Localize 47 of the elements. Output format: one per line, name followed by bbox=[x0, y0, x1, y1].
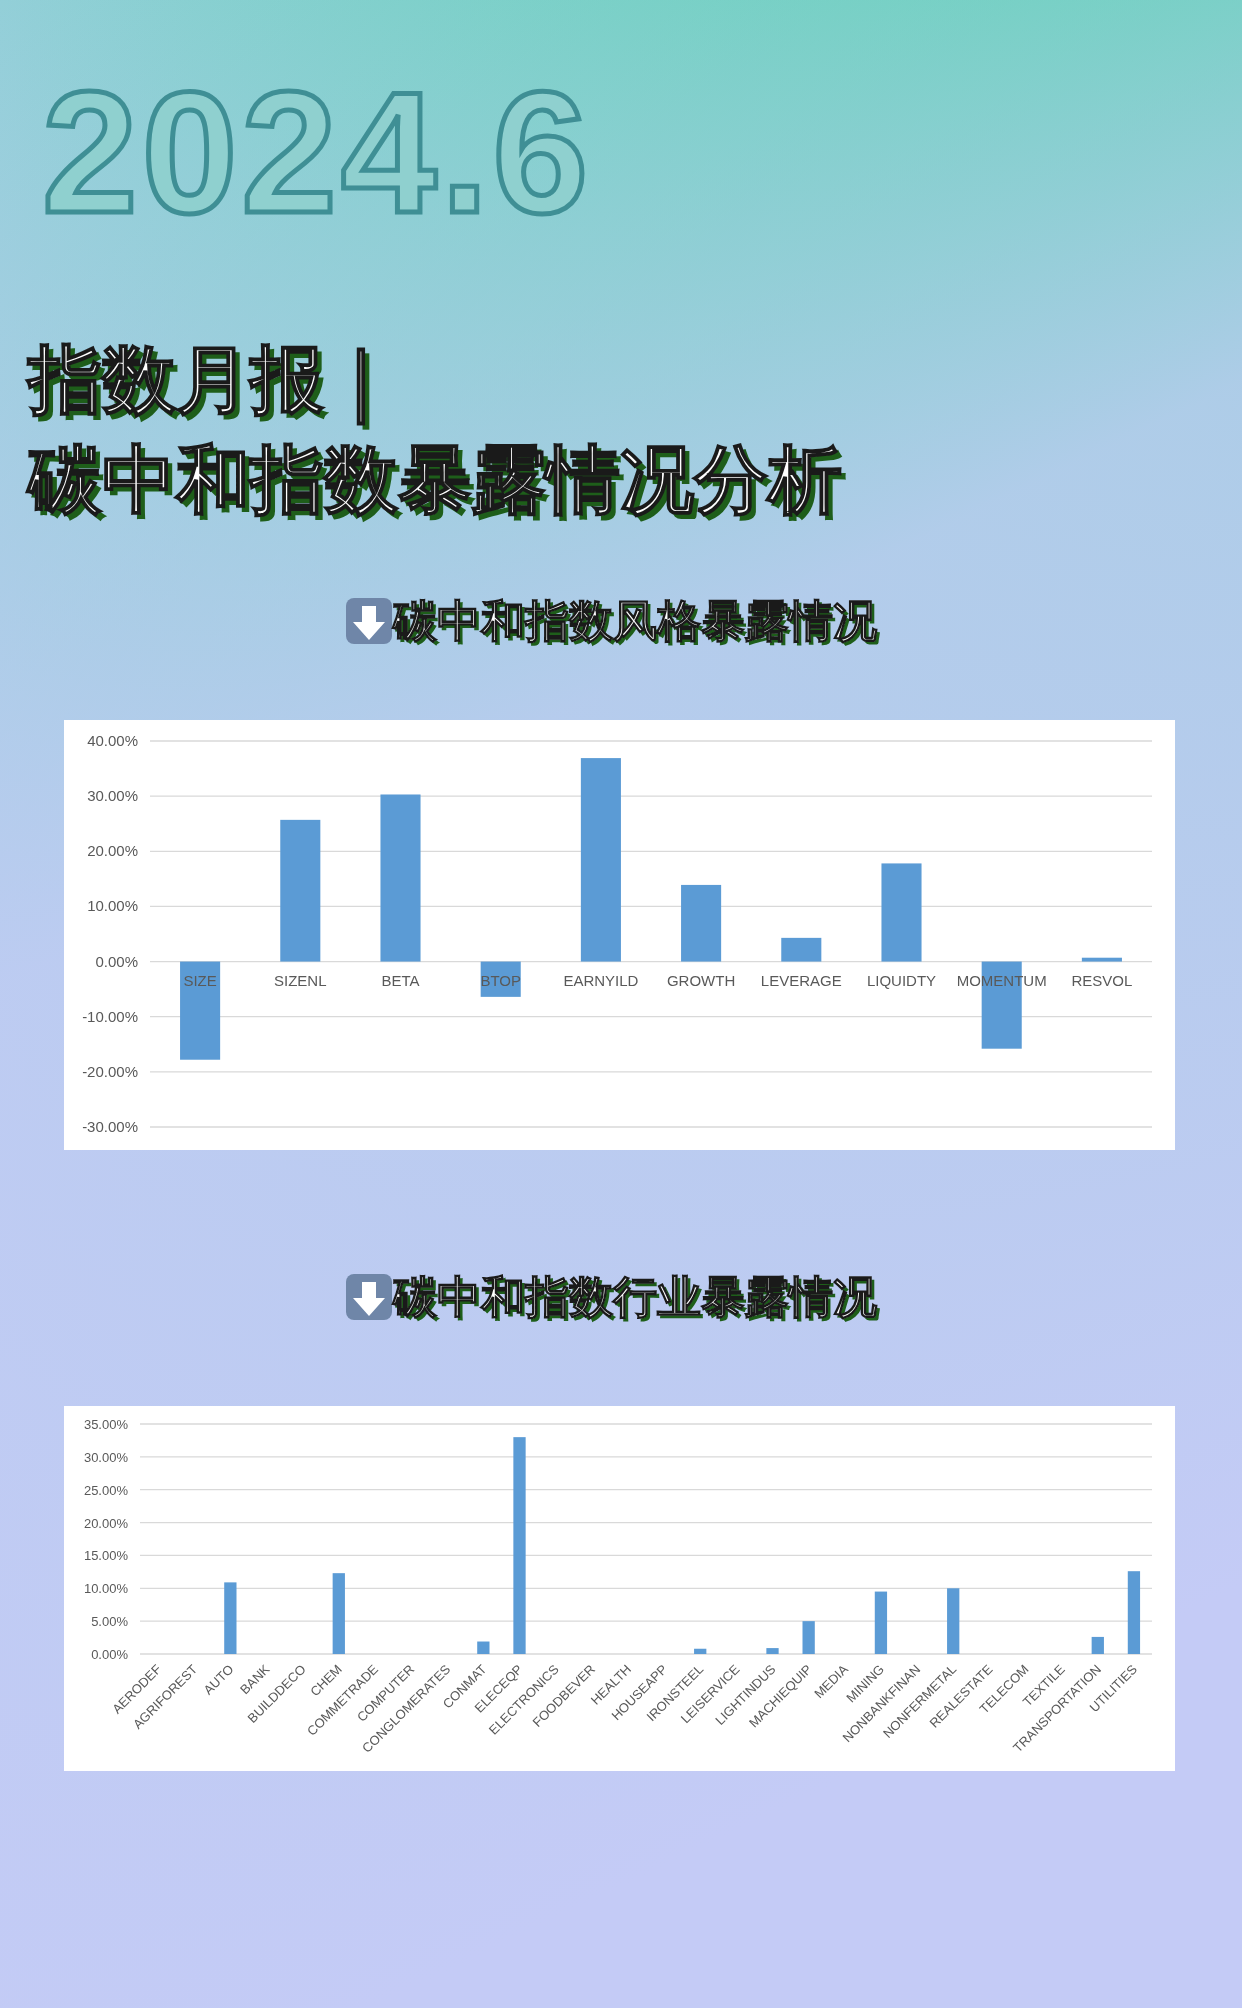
bar bbox=[380, 794, 421, 962]
bar bbox=[1127, 1571, 1141, 1654]
x-tick-label: LEVERAGE bbox=[760, 971, 842, 989]
y-tick-label: 40.00% bbox=[87, 732, 138, 749]
bar bbox=[874, 1591, 888, 1654]
bar bbox=[766, 1648, 779, 1654]
y-tick-label: 20.00% bbox=[87, 842, 138, 860]
bar bbox=[694, 1648, 707, 1654]
y-tick-label: 10.00% bbox=[83, 1581, 129, 1597]
y-tick-label: 30.00% bbox=[83, 1449, 129, 1465]
bar bbox=[332, 1573, 345, 1654]
text: 2024.6 bbox=[42, 56, 593, 248]
y-tick-label: -10.00% bbox=[82, 1007, 138, 1025]
x-tick-label: EARNYILD bbox=[563, 971, 639, 989]
bar bbox=[1091, 1636, 1104, 1654]
y-tick-label: -20.00% bbox=[82, 1062, 138, 1080]
bar bbox=[477, 1641, 490, 1654]
bar bbox=[881, 863, 922, 962]
y-tick-label: 30.00% bbox=[87, 787, 138, 805]
bar bbox=[280, 819, 321, 962]
bar bbox=[947, 1588, 960, 1654]
bar bbox=[681, 884, 722, 962]
y-tick-label: 10.00% bbox=[87, 897, 138, 915]
x-tick-label: SIZENL bbox=[274, 971, 327, 989]
y-tick-label: 0.00% bbox=[95, 952, 138, 970]
bar bbox=[224, 1582, 237, 1654]
y-tick-label: 20.00% bbox=[83, 1515, 129, 1531]
bar bbox=[1081, 957, 1122, 962]
chart-title: 碳中和指数风格暴露情况 bbox=[394, 599, 880, 648]
x-tick-label: LIQUIDTY bbox=[866, 971, 937, 989]
bar bbox=[802, 1621, 815, 1654]
bar bbox=[781, 937, 822, 962]
chart-title: 碳中和指数行业暴露情况 bbox=[394, 1275, 880, 1324]
x-tick-label: SIZE bbox=[183, 971, 217, 989]
y-tick-label: 15.00% bbox=[83, 1548, 129, 1564]
bar bbox=[180, 961, 221, 1060]
x-tick-label: RESVOL bbox=[1071, 971, 1133, 989]
y-tick-label: 35.00% bbox=[83, 1417, 129, 1432]
x-tick-label: BETA bbox=[381, 971, 420, 989]
bar bbox=[580, 758, 621, 962]
y-tick-label: 25.00% bbox=[83, 1482, 129, 1498]
y-tick-label: -30.00% bbox=[82, 1118, 138, 1135]
y-tick-label: 0.00% bbox=[91, 1647, 129, 1662]
bar bbox=[513, 1437, 526, 1654]
x-tick-label: BTOP bbox=[480, 971, 521, 989]
x-tick-label: GROWTH bbox=[666, 971, 736, 989]
y-tick-label: 5.00% bbox=[91, 1614, 129, 1630]
